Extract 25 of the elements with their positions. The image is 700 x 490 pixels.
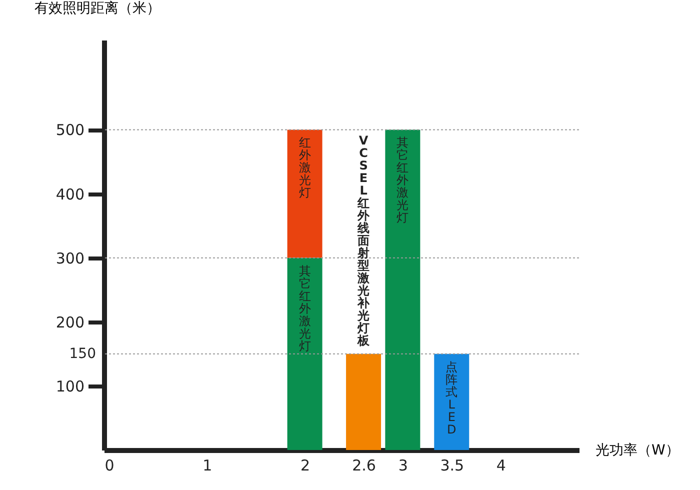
bar	[385, 130, 420, 450]
x-tick-label: 0	[104, 456, 114, 474]
x-tick-label: 2.6	[352, 456, 376, 474]
y-axis-title: 有效照明距离（米）	[34, 0, 160, 16]
annotation: 其它红外激光灯	[396, 136, 409, 225]
x-axis-title: 光功率（W）	[596, 442, 680, 458]
y-tick-label: 500	[56, 121, 84, 140]
ref-line-label: 150	[69, 346, 96, 362]
x-tick-label: 3.5	[440, 456, 464, 474]
series-label: 其它红外激光灯	[298, 264, 311, 353]
x-tick-label: 1	[202, 456, 212, 474]
bar	[287, 258, 322, 450]
x-tick-label: 3	[398, 456, 408, 474]
series-label: 点阵式LED	[446, 360, 458, 436]
bar	[287, 130, 322, 258]
x-tick-label: 4	[496, 456, 506, 474]
y-tick-label: 200	[56, 313, 84, 332]
y-tick-label: 400	[56, 185, 84, 204]
bar	[346, 354, 382, 450]
y-tick-label: 100	[56, 377, 84, 396]
y-tick-label: 300	[56, 249, 84, 268]
x-tick-label: 2	[300, 456, 310, 474]
text: VCSEL红外线面射型激光补光灯板	[358, 133, 370, 348]
bar	[434, 354, 470, 450]
series-label: 红外激光灯	[298, 136, 311, 200]
